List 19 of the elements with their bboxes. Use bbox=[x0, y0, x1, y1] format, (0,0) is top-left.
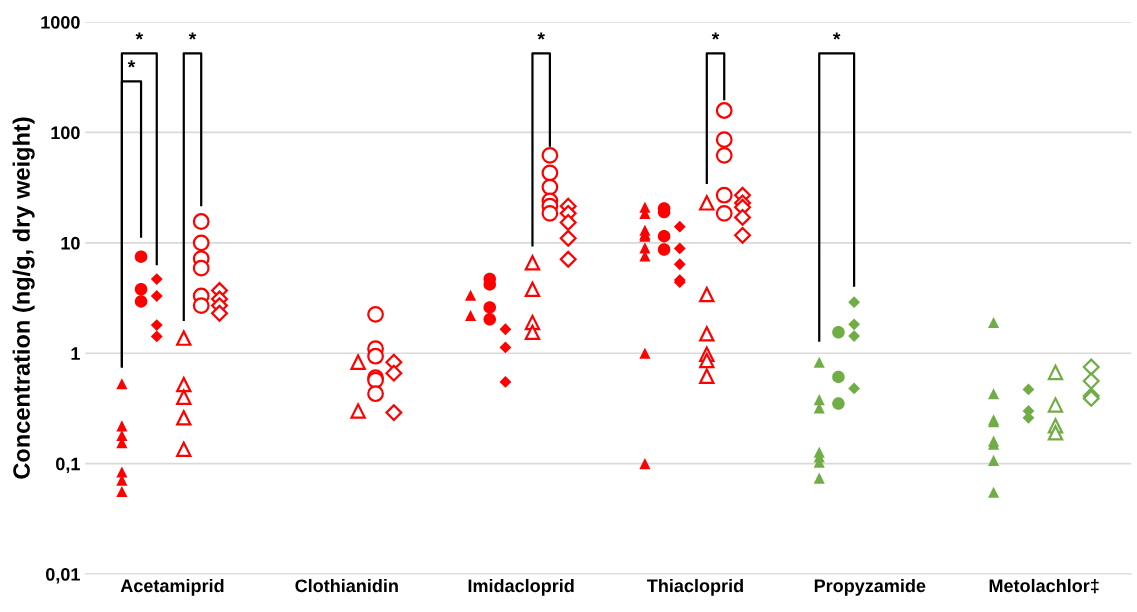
annotation: * bbox=[711, 32, 720, 40]
x-tick-label: Propyzamide bbox=[814, 578, 926, 596]
y-tick-label: 0,1 bbox=[56, 457, 80, 473]
y-tick-label: 0,01 bbox=[45, 567, 80, 584]
y-tick-label: 10 bbox=[61, 236, 80, 250]
annotation: * bbox=[188, 32, 197, 40]
x-tick-label: Acetamiprid bbox=[120, 578, 224, 596]
annotation: * bbox=[127, 60, 136, 68]
y-tick-label: 1 bbox=[71, 347, 80, 360]
x-tick-label: Thiacloprid bbox=[647, 578, 743, 596]
x-tick-label: Metolachlor‡ bbox=[989, 578, 1099, 594]
y-axis-title: Concentration (ng/g, dry weight) bbox=[12, 117, 35, 479]
annotation: * bbox=[537, 32, 545, 40]
x-tick-label: Imidacloprid bbox=[468, 578, 574, 596]
annotation: * bbox=[832, 32, 841, 40]
y-tick-label: 100 bbox=[51, 126, 80, 140]
x-tick-label: Clothianidin bbox=[295, 578, 398, 593]
y-tick-label: 1000 bbox=[41, 15, 80, 29]
annotation: * bbox=[135, 32, 144, 40]
